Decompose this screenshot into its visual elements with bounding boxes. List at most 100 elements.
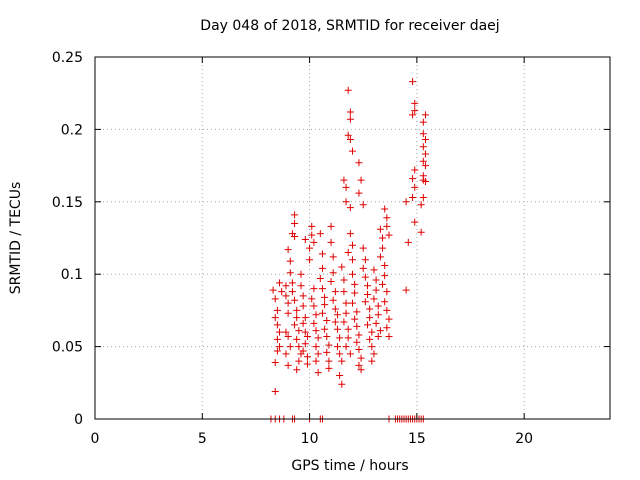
data-point (308, 231, 316, 239)
data-point (421, 150, 429, 158)
data-point (411, 107, 419, 115)
data-point (421, 136, 429, 144)
data-point (271, 295, 279, 303)
data-point (323, 332, 331, 340)
data-point (379, 234, 387, 242)
data-point (286, 343, 294, 351)
data-point (361, 256, 369, 264)
data-point (357, 176, 365, 184)
data-point (340, 318, 348, 326)
data-point (376, 253, 384, 261)
data-point (291, 233, 299, 241)
data-point (299, 292, 307, 300)
data-point (269, 286, 277, 294)
data-point (321, 293, 329, 301)
data-point (312, 343, 320, 351)
y-tick-label: 0.1 (61, 267, 83, 283)
data-point (346, 108, 354, 116)
y-tick-label: 0.15 (52, 195, 83, 211)
data-point (349, 147, 356, 155)
data-point (291, 296, 299, 304)
data-point (273, 321, 281, 329)
data-point (299, 302, 307, 310)
data-point (295, 343, 303, 351)
data-point (346, 350, 354, 358)
data-point (376, 225, 384, 233)
data-point (286, 257, 294, 265)
data-point (293, 366, 301, 374)
data-point (306, 244, 314, 252)
data-point (299, 319, 307, 327)
data-point (340, 176, 348, 184)
x-tick-label: 5 (198, 431, 207, 447)
data-point (381, 272, 389, 280)
data-point (318, 309, 326, 317)
data-point (370, 350, 378, 358)
data-point (409, 78, 417, 86)
data-point (336, 334, 344, 342)
data-point (361, 273, 369, 281)
data-point (303, 360, 311, 368)
data-point (417, 201, 425, 209)
data-point (344, 248, 352, 256)
data-point (318, 250, 326, 258)
data-point (318, 285, 326, 293)
data-point (381, 298, 389, 306)
data-point (340, 288, 348, 296)
data-point (273, 347, 281, 355)
data-point (323, 317, 331, 325)
data-point (349, 270, 356, 278)
data-point (331, 305, 339, 313)
data-point (351, 280, 359, 288)
data-point (361, 298, 369, 306)
data-point (359, 244, 367, 252)
x-tick-label: 15 (408, 431, 426, 447)
data-point (351, 289, 359, 297)
data-point (271, 387, 279, 395)
data-point (419, 143, 427, 151)
data-point (282, 328, 290, 336)
data-point (297, 282, 305, 290)
data-point (383, 214, 391, 222)
data-point (325, 341, 333, 349)
data-point (344, 131, 352, 139)
data-point (276, 343, 284, 351)
data-point (355, 331, 363, 339)
data-point (417, 228, 425, 236)
data-point (312, 311, 320, 319)
data-point (308, 295, 316, 303)
data-point (372, 286, 380, 294)
grid-lines (95, 57, 610, 419)
data-point (419, 176, 427, 184)
data-point (370, 266, 378, 274)
chart-title: Day 048 of 2018, SRMTID for receiver dae… (200, 18, 499, 34)
data-point (349, 299, 356, 307)
data-point (331, 288, 339, 296)
data-point (411, 99, 419, 107)
data-point (368, 343, 376, 351)
data-point (291, 321, 299, 329)
data-point (293, 306, 301, 314)
data-point (372, 319, 380, 327)
data-point (284, 299, 292, 307)
data-point (327, 238, 335, 246)
data-point (346, 115, 354, 123)
data-point (366, 314, 374, 322)
data-point (349, 241, 356, 249)
data-point (402, 286, 410, 294)
data-point (383, 288, 391, 296)
data-point (284, 246, 292, 254)
data-point (351, 315, 359, 323)
data-point (379, 280, 387, 288)
data-point (411, 183, 419, 191)
data-point (374, 302, 382, 310)
data-point (342, 309, 350, 317)
data-point (419, 118, 427, 126)
x-tick-label: 0 (91, 431, 100, 447)
data-point (310, 319, 318, 327)
data-point (273, 335, 281, 343)
data-point (349, 256, 356, 264)
data-point (357, 354, 365, 362)
data-point (366, 335, 374, 343)
data-point (323, 348, 331, 356)
